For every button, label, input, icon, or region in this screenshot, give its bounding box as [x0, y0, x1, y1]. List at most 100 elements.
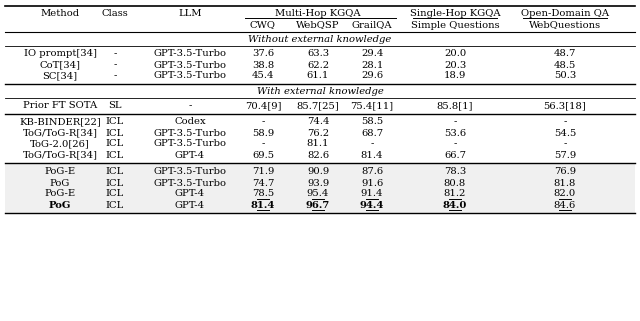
- Text: 75.4[11]: 75.4[11]: [351, 101, 394, 110]
- Text: -: -: [113, 49, 116, 58]
- Text: -: -: [188, 101, 192, 110]
- Text: 37.6: 37.6: [252, 49, 274, 58]
- Text: 95.4: 95.4: [307, 189, 329, 198]
- Text: GPT-3.5-Turbo: GPT-3.5-Turbo: [154, 60, 227, 70]
- Text: 20.3: 20.3: [444, 60, 466, 70]
- Text: ICL: ICL: [106, 140, 124, 149]
- Text: -: -: [261, 140, 265, 149]
- Text: 84.6: 84.6: [554, 201, 576, 210]
- Text: SC[34]: SC[34]: [42, 72, 77, 81]
- Text: 58.9: 58.9: [252, 128, 274, 137]
- Text: 81.4: 81.4: [361, 151, 383, 160]
- Text: 74.7: 74.7: [252, 178, 274, 187]
- Text: 56.3[18]: 56.3[18]: [543, 101, 586, 110]
- Text: PoG-E: PoG-E: [44, 189, 76, 198]
- Text: -: -: [563, 117, 566, 126]
- Text: GrailQA: GrailQA: [352, 21, 392, 30]
- Text: 28.1: 28.1: [361, 60, 383, 70]
- Text: GPT-3.5-Turbo: GPT-3.5-Turbo: [154, 168, 227, 177]
- Text: WebQSP: WebQSP: [296, 21, 340, 30]
- Text: GPT-3.5-Turbo: GPT-3.5-Turbo: [154, 128, 227, 137]
- Text: 78.3: 78.3: [444, 168, 466, 177]
- Text: 91.6: 91.6: [361, 178, 383, 187]
- Text: ICL: ICL: [106, 178, 124, 187]
- Text: 18.9: 18.9: [444, 72, 466, 81]
- Text: 84.0: 84.0: [443, 201, 467, 210]
- Text: GPT-4: GPT-4: [175, 151, 205, 160]
- Text: KB-BINDER[22]: KB-BINDER[22]: [19, 117, 101, 126]
- Text: 78.5: 78.5: [252, 189, 274, 198]
- Text: -: -: [113, 72, 116, 81]
- Text: ICL: ICL: [106, 189, 124, 198]
- Text: CoT[34]: CoT[34]: [40, 60, 81, 70]
- Text: -: -: [113, 60, 116, 70]
- Text: PoG: PoG: [50, 178, 70, 187]
- Text: 96.7: 96.7: [306, 201, 330, 210]
- Bar: [5, 163, 635, 213]
- Text: GPT-4: GPT-4: [175, 201, 205, 210]
- Text: 94.4: 94.4: [360, 201, 384, 210]
- Text: LLM: LLM: [179, 10, 202, 19]
- Text: 82.6: 82.6: [307, 151, 329, 160]
- Text: 48.5: 48.5: [554, 60, 576, 70]
- Text: 20.0: 20.0: [444, 49, 466, 58]
- Text: 85.7[25]: 85.7[25]: [296, 101, 339, 110]
- Text: ICL: ICL: [106, 151, 124, 160]
- Text: ICL: ICL: [106, 168, 124, 177]
- Text: ICL: ICL: [106, 128, 124, 137]
- Text: 62.2: 62.2: [307, 60, 329, 70]
- Text: CWQ: CWQ: [250, 21, 276, 30]
- Text: Without external knowledge: Without external knowledge: [248, 34, 392, 44]
- Text: 68.7: 68.7: [361, 128, 383, 137]
- Text: PoG-E: PoG-E: [44, 168, 76, 177]
- Text: GPT-3.5-Turbo: GPT-3.5-Turbo: [154, 178, 227, 187]
- Text: GPT-4: GPT-4: [175, 189, 205, 198]
- Text: 81.2: 81.2: [444, 189, 466, 198]
- Text: 93.9: 93.9: [307, 178, 329, 187]
- Text: 53.6: 53.6: [444, 128, 466, 137]
- Text: Method: Method: [40, 10, 79, 19]
- Text: SL: SL: [108, 101, 122, 110]
- Text: 91.4: 91.4: [361, 189, 383, 198]
- Text: 38.8: 38.8: [252, 60, 274, 70]
- Text: With external knowledge: With external knowledge: [257, 86, 383, 96]
- Text: GPT-3.5-Turbo: GPT-3.5-Turbo: [154, 72, 227, 81]
- Text: ToG/ToG-R[34]: ToG/ToG-R[34]: [22, 128, 97, 137]
- Text: 81.1: 81.1: [307, 140, 329, 149]
- Text: 76.2: 76.2: [307, 128, 329, 137]
- Text: 50.3: 50.3: [554, 72, 576, 81]
- Text: GPT-3.5-Turbo: GPT-3.5-Turbo: [154, 49, 227, 58]
- Text: 71.9: 71.9: [252, 168, 274, 177]
- Text: 29.4: 29.4: [361, 49, 383, 58]
- Text: -: -: [453, 117, 457, 126]
- Text: IO prompt[34]: IO prompt[34]: [24, 49, 97, 58]
- Text: 80.8: 80.8: [444, 178, 466, 187]
- Text: 66.7: 66.7: [444, 151, 466, 160]
- Text: GPT-3.5-Turbo: GPT-3.5-Turbo: [154, 140, 227, 149]
- Text: Open-Domain QA: Open-Domain QA: [521, 10, 609, 19]
- Text: 87.6: 87.6: [361, 168, 383, 177]
- Text: 74.4: 74.4: [307, 117, 329, 126]
- Text: ToG-2.0[26]: ToG-2.0[26]: [30, 140, 90, 149]
- Text: -: -: [261, 117, 265, 126]
- Text: 57.9: 57.9: [554, 151, 576, 160]
- Text: 82.0: 82.0: [554, 189, 576, 198]
- Text: PoG: PoG: [49, 201, 71, 210]
- Text: WebQuestions: WebQuestions: [529, 21, 601, 30]
- Text: ToG/ToG-R[34]: ToG/ToG-R[34]: [22, 151, 97, 160]
- Text: 70.4[9]: 70.4[9]: [244, 101, 281, 110]
- Text: Single-Hop KGQA: Single-Hop KGQA: [410, 10, 500, 19]
- Text: 61.1: 61.1: [307, 72, 329, 81]
- Text: 63.3: 63.3: [307, 49, 329, 58]
- Text: Class: Class: [102, 10, 129, 19]
- Text: -: -: [371, 140, 374, 149]
- Text: Multi-Hop KGQA: Multi-Hop KGQA: [275, 10, 360, 19]
- Text: 45.4: 45.4: [252, 72, 275, 81]
- Text: Simple Questions: Simple Questions: [411, 21, 499, 30]
- Text: 90.9: 90.9: [307, 168, 329, 177]
- Text: 81.8: 81.8: [554, 178, 576, 187]
- Text: -: -: [453, 140, 457, 149]
- Text: -: -: [563, 140, 566, 149]
- Text: 29.6: 29.6: [361, 72, 383, 81]
- Text: ICL: ICL: [106, 201, 124, 210]
